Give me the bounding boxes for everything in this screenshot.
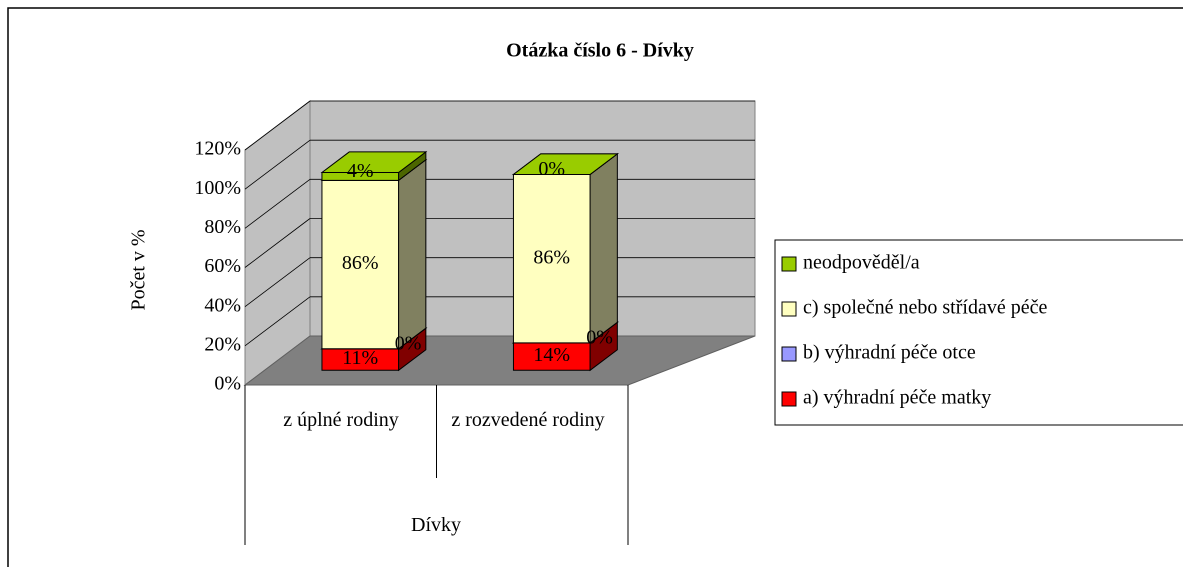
value-label: 0% xyxy=(586,326,613,348)
value-label: 14% xyxy=(533,344,570,366)
legend-swatch xyxy=(781,301,797,317)
y-tick-label: 40% xyxy=(204,294,241,316)
legend-label: c) společné nebo střídavé péče xyxy=(803,297,1047,319)
y-tick-label: 60% xyxy=(204,255,241,277)
y-tick-label: 120% xyxy=(194,138,241,160)
x-tick-label: z úplné rodiny xyxy=(283,409,399,431)
legend-label: a) výhradní péče matky xyxy=(803,387,991,409)
y-tick-label: 80% xyxy=(204,216,241,238)
legend-label: neodpověděl/a xyxy=(803,252,920,274)
legend-label: b) výhradní péče otce xyxy=(803,342,976,364)
value-label: 86% xyxy=(342,252,379,274)
bar-top xyxy=(511,153,619,175)
x-tick-label: z rozvedené rodiny xyxy=(451,409,605,431)
value-label: 86% xyxy=(533,246,570,268)
grid-line xyxy=(244,296,311,347)
grid-line xyxy=(244,257,311,307)
value-label: 4% xyxy=(347,160,374,182)
value-label: 0% xyxy=(538,158,565,180)
grid-line xyxy=(244,100,311,151)
bar-side xyxy=(398,158,427,350)
group-label: Dívky xyxy=(411,514,461,536)
bar-side xyxy=(589,152,618,344)
y-tick-label: 0% xyxy=(214,373,241,395)
y-axis-label: Počet v % xyxy=(128,229,150,310)
value-label: 11% xyxy=(342,347,378,369)
grid-line xyxy=(244,218,311,268)
legend-box xyxy=(774,239,1183,426)
bar-top xyxy=(320,151,428,174)
grid-line xyxy=(244,139,311,190)
y-tick-label: 20% xyxy=(204,333,241,355)
value-label: 0% xyxy=(395,332,422,354)
grid-line xyxy=(244,179,311,229)
legend-swatch xyxy=(781,256,797,272)
legend-swatch xyxy=(781,391,797,407)
y-tick-label: 100% xyxy=(194,177,241,199)
chart-title: Otázka číslo 6 - Dívky xyxy=(506,40,694,62)
legend-swatch xyxy=(781,346,797,362)
